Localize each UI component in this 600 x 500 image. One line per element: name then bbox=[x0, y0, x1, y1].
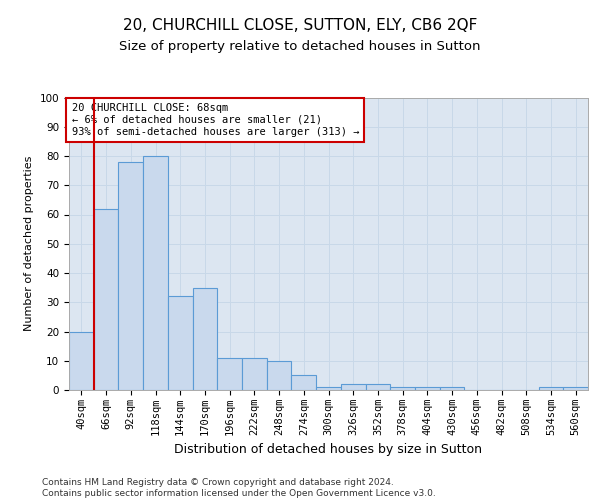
Bar bbox=[390, 387, 415, 390]
Bar bbox=[94, 208, 118, 390]
Bar bbox=[365, 384, 390, 390]
Bar bbox=[292, 376, 316, 390]
Bar bbox=[168, 296, 193, 390]
Bar bbox=[217, 358, 242, 390]
Bar bbox=[69, 332, 94, 390]
Bar bbox=[143, 156, 168, 390]
Bar bbox=[242, 358, 267, 390]
Bar bbox=[267, 361, 292, 390]
Bar bbox=[440, 387, 464, 390]
Bar bbox=[539, 387, 563, 390]
Bar bbox=[316, 387, 341, 390]
Bar bbox=[193, 288, 217, 390]
Bar bbox=[415, 387, 440, 390]
Bar bbox=[341, 384, 365, 390]
Text: Size of property relative to detached houses in Sutton: Size of property relative to detached ho… bbox=[119, 40, 481, 53]
X-axis label: Distribution of detached houses by size in Sutton: Distribution of detached houses by size … bbox=[175, 444, 482, 456]
Bar bbox=[563, 387, 588, 390]
Text: Contains HM Land Registry data © Crown copyright and database right 2024.
Contai: Contains HM Land Registry data © Crown c… bbox=[42, 478, 436, 498]
Text: 20, CHURCHILL CLOSE, SUTTON, ELY, CB6 2QF: 20, CHURCHILL CLOSE, SUTTON, ELY, CB6 2Q… bbox=[123, 18, 477, 32]
Text: 20 CHURCHILL CLOSE: 68sqm
← 6% of detached houses are smaller (21)
93% of semi-d: 20 CHURCHILL CLOSE: 68sqm ← 6% of detach… bbox=[71, 104, 359, 136]
Y-axis label: Number of detached properties: Number of detached properties bbox=[24, 156, 34, 332]
Bar bbox=[118, 162, 143, 390]
